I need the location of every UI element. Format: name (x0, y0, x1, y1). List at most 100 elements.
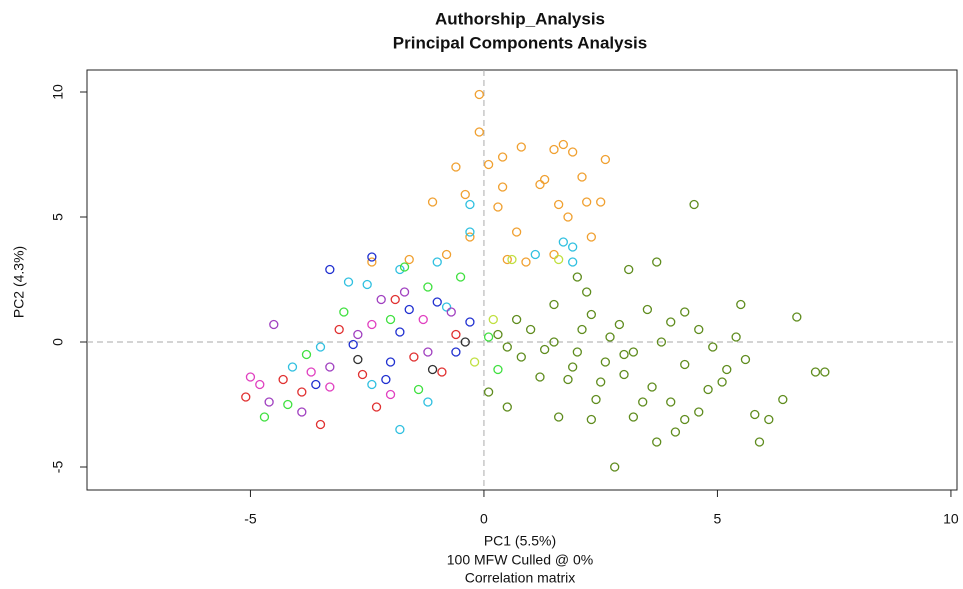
point (483, 332, 494, 342)
point (511, 227, 522, 237)
point (399, 262, 410, 272)
point (516, 142, 526, 152)
point (810, 367, 821, 377)
point (535, 372, 545, 382)
x-axis-label: PC1 (5.5%) (484, 533, 556, 549)
point (371, 402, 382, 412)
point (549, 299, 559, 310)
point (245, 372, 256, 382)
point (283, 399, 293, 410)
point (432, 297, 442, 307)
point (367, 257, 377, 267)
point (306, 367, 316, 377)
point (642, 304, 653, 315)
point (568, 147, 578, 157)
point (423, 282, 433, 292)
point (647, 382, 657, 392)
y-tick-label: 5 (50, 213, 66, 221)
point (395, 264, 405, 275)
point (348, 339, 358, 350)
point (441, 249, 452, 260)
point (582, 197, 592, 207)
point (455, 272, 466, 282)
point (680, 414, 690, 425)
point (483, 387, 494, 397)
point (451, 162, 461, 172)
point (423, 397, 433, 407)
point (792, 312, 802, 322)
point (469, 357, 480, 367)
point (385, 357, 396, 367)
point (409, 352, 419, 362)
point (367, 319, 377, 330)
caption: Correlation matrix (465, 570, 575, 586)
point (670, 427, 681, 437)
point (367, 379, 377, 390)
point (703, 384, 713, 395)
point (605, 332, 615, 342)
chart-title: Authorship_Analysis (435, 9, 605, 28)
point (764, 414, 774, 425)
point (385, 389, 396, 400)
point (465, 232, 475, 242)
x-tick-label: 5 (714, 511, 722, 527)
point (619, 349, 629, 360)
point (297, 407, 307, 417)
point (549, 249, 559, 260)
y-tick-label: -5 (50, 461, 66, 474)
point (497, 182, 508, 192)
point (525, 324, 536, 335)
point (278, 374, 288, 385)
point (357, 369, 368, 380)
point (596, 377, 606, 387)
point (497, 152, 508, 162)
point (259, 412, 270, 422)
point (554, 199, 564, 210)
point (586, 309, 596, 320)
point (264, 397, 274, 407)
point (404, 304, 414, 315)
point (554, 254, 564, 265)
point (521, 257, 531, 267)
point (591, 394, 601, 405)
point (362, 279, 372, 290)
point (722, 364, 732, 375)
point (311, 379, 321, 390)
point (269, 319, 279, 330)
point (638, 397, 648, 407)
point (353, 354, 363, 365)
point (628, 347, 639, 357)
point (339, 307, 349, 317)
point (418, 314, 428, 325)
point (441, 302, 452, 312)
point (390, 294, 400, 305)
point (451, 347, 461, 357)
point (241, 392, 251, 402)
y-tick-label: 0 (50, 338, 66, 346)
point (666, 397, 676, 407)
point (423, 347, 433, 357)
point (624, 264, 634, 275)
point (502, 254, 512, 265)
point (488, 314, 498, 325)
point (577, 324, 587, 335)
point (694, 324, 704, 335)
point (474, 127, 484, 137)
point (334, 324, 344, 335)
point (516, 352, 526, 362)
point (558, 237, 568, 247)
point (446, 307, 456, 317)
point (325, 362, 335, 372)
point (586, 232, 596, 242)
point (694, 407, 704, 417)
point (465, 317, 475, 327)
point (778, 394, 788, 405)
point (343, 277, 354, 287)
point (413, 384, 424, 395)
point (558, 139, 568, 150)
point (493, 364, 503, 375)
point (511, 314, 522, 325)
point (596, 197, 606, 207)
point (451, 329, 461, 340)
point (460, 189, 470, 200)
